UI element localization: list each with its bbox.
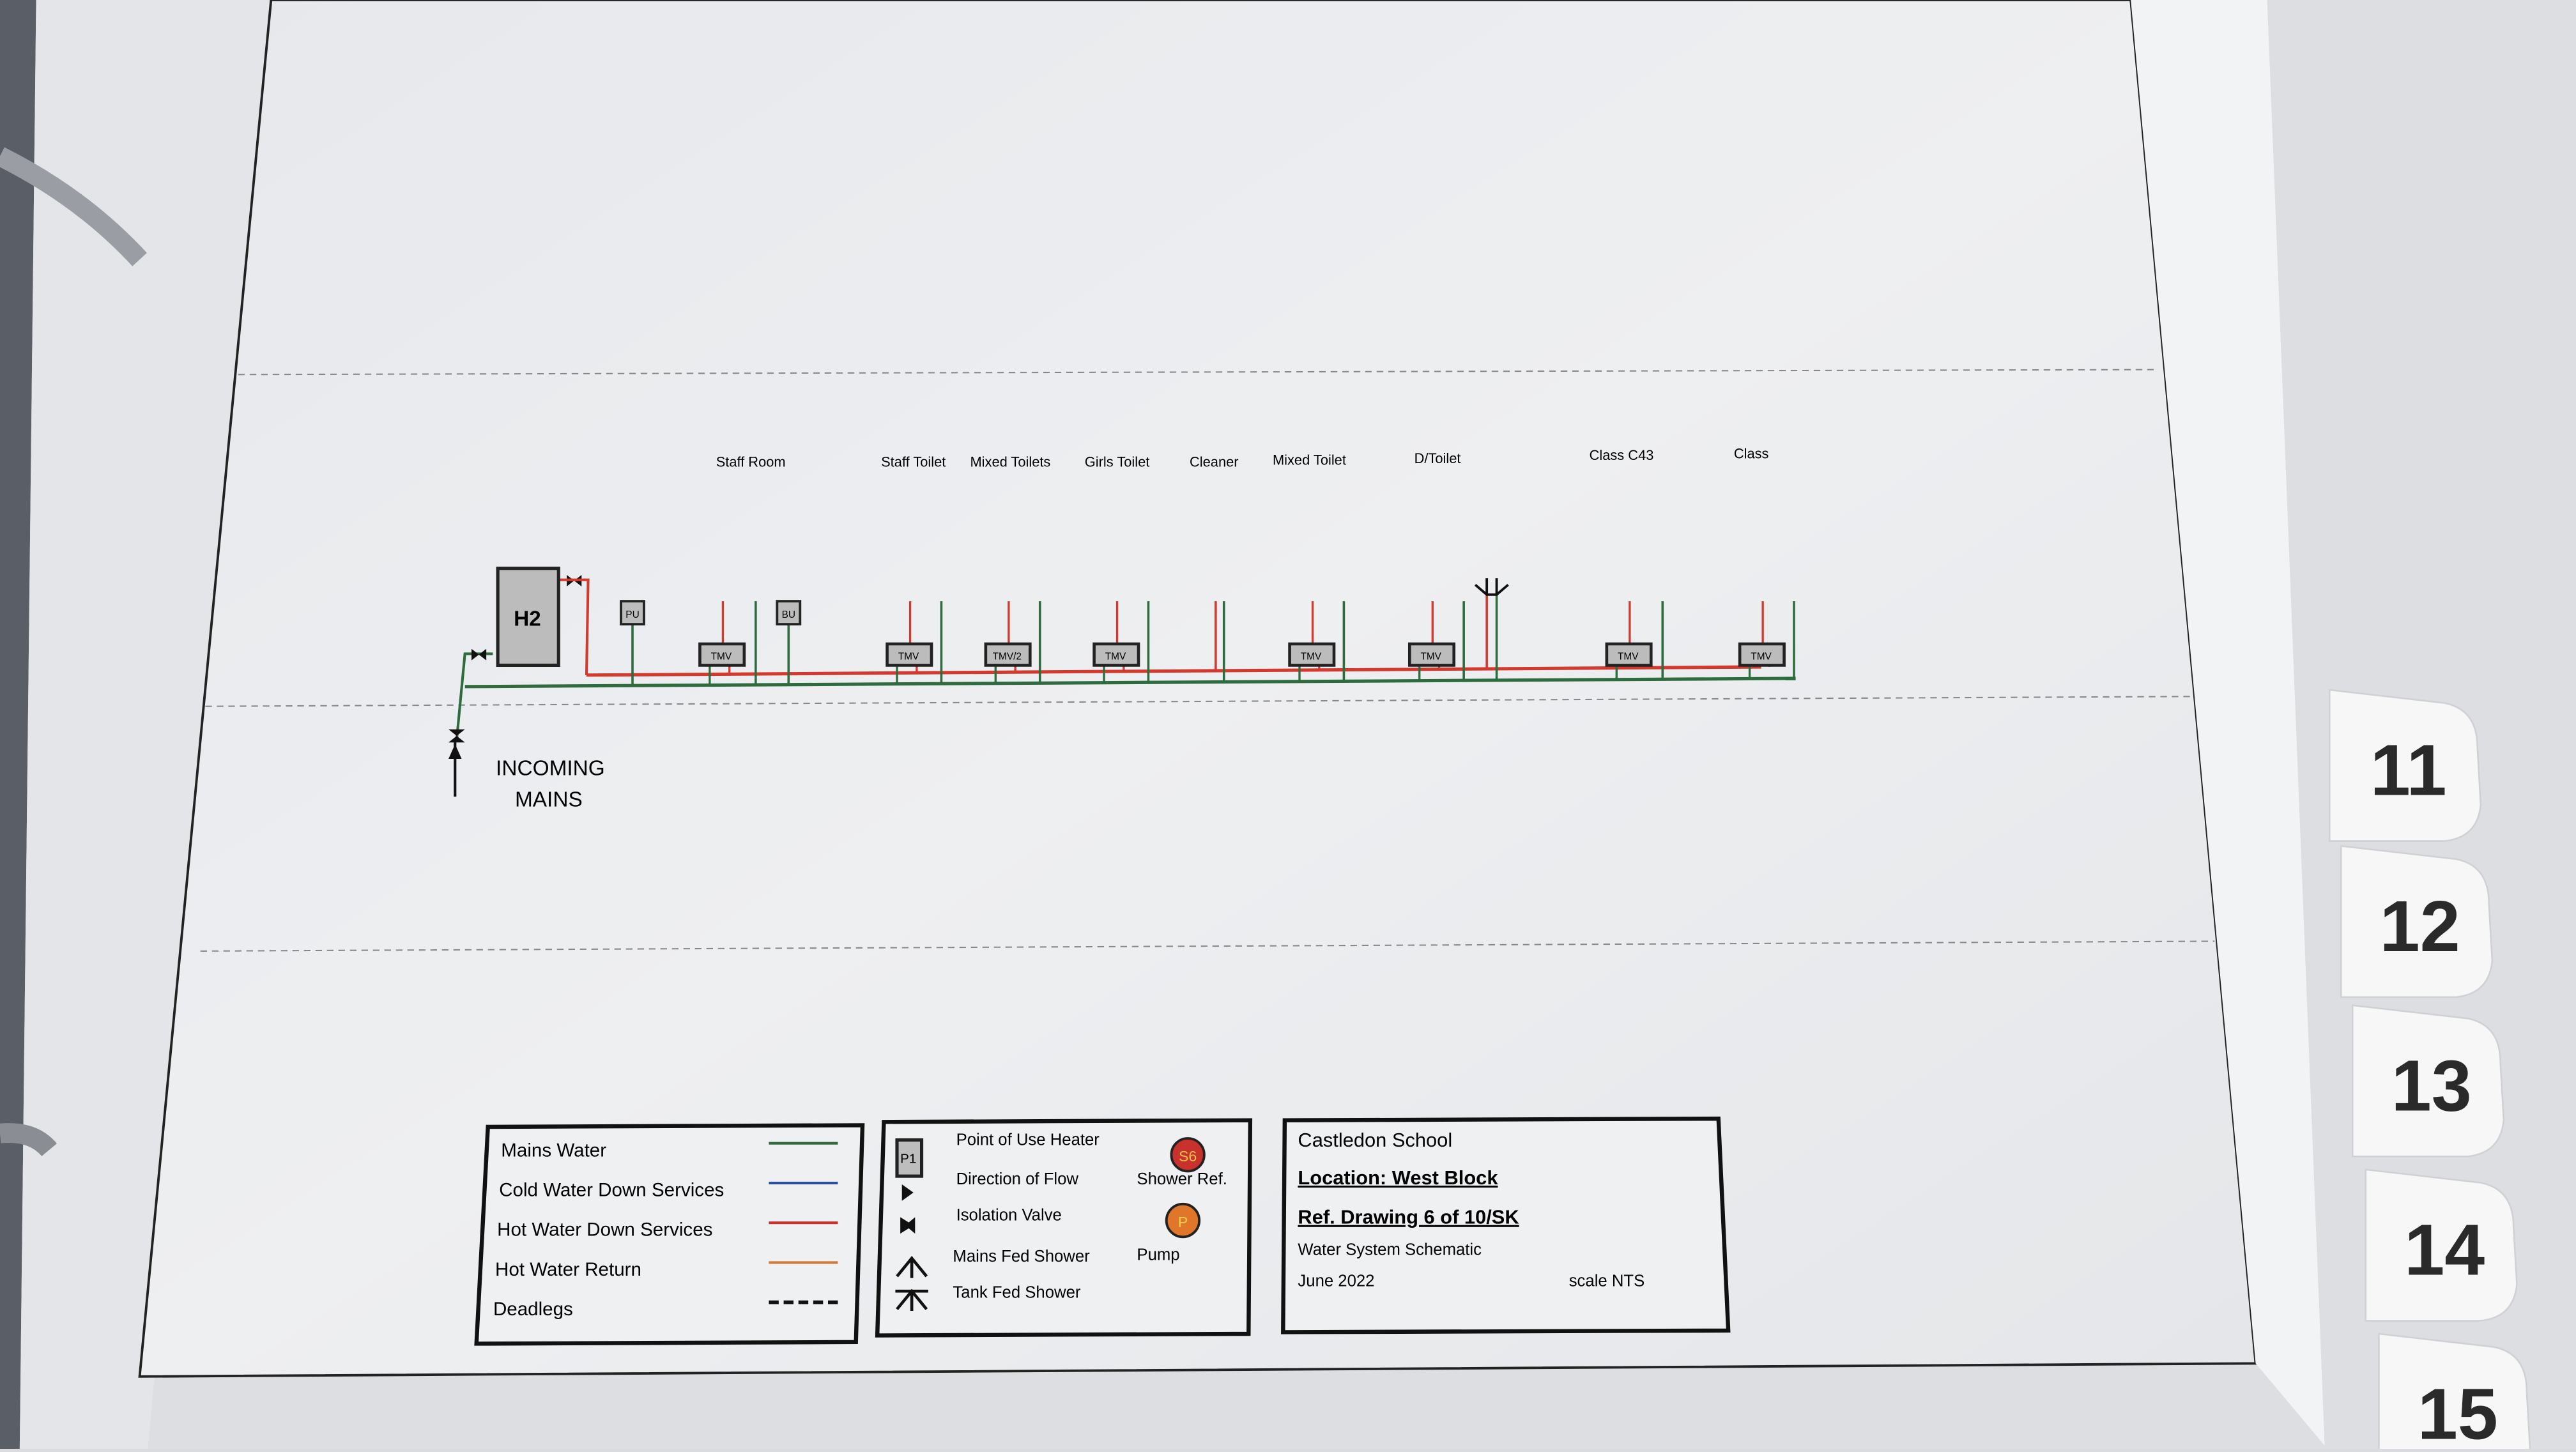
legend-line-label: Deadlegs [493, 1299, 573, 1320]
drawing-scale: scale NTS [1569, 1272, 1645, 1290]
tmv-label: TMV [1751, 651, 1772, 662]
tab-number-14: 14 [2404, 1209, 2485, 1290]
tmv-valve [1605, 642, 1653, 667]
tmv-label: TMV [898, 651, 919, 662]
legend-shower-ref-label: Shower Ref. [1137, 1170, 1227, 1188]
point-of-use-unit [620, 600, 645, 626]
flow-arrow-icon [448, 744, 462, 759]
unit-label: PU [625, 609, 639, 620]
shower-ref-tag: S6 [1179, 1148, 1197, 1165]
room-label: Staff Room [716, 454, 786, 470]
room-label: Class C43 [1590, 447, 1654, 463]
legend-line-label: Cold Water Down Services [499, 1180, 724, 1201]
room-label: Class [1734, 445, 1769, 461]
location-label: Location: West Block [1298, 1166, 1498, 1189]
tmv-label: TMV/2 [993, 651, 1022, 662]
tab-number-13: 13 [2391, 1045, 2472, 1126]
index-tab [2378, 1333, 2531, 1452]
binder-ring-bottom [0, 1123, 57, 1157]
page-edge [2131, 0, 2325, 1446]
mains-fed-shower-icon [1474, 578, 1509, 596]
drawing-date: June 2022 [1298, 1272, 1374, 1290]
poe-heater-icon [895, 1138, 924, 1178]
shower-ref-icon [1170, 1137, 1206, 1173]
tab-number-12: 12 [2380, 886, 2460, 967]
binder-ring-top [0, 147, 147, 266]
index-tab [2329, 689, 2482, 842]
legend-mains-shower-label: Mains Fed Shower [953, 1248, 1090, 1265]
tmv-valve [1407, 642, 1456, 667]
school-name: Castledon School [1298, 1129, 1452, 1151]
pump-tag: P [1178, 1214, 1188, 1230]
tmv-label: TMV [1618, 651, 1639, 662]
tmv-valve [1738, 642, 1786, 667]
legend-symbols: P1 Point of Use Heater Direction of Flow… [875, 1118, 1253, 1338]
divider-line [238, 369, 2158, 376]
room-label: Girls Toilet [1085, 454, 1150, 470]
tab-number-11: 11 [2370, 730, 2447, 811]
index-tab [2365, 1168, 2518, 1322]
drawing-ref: Ref. Drawing 6 of 10/SK [1298, 1206, 1519, 1228]
legend-line-label: Mains Water [501, 1140, 606, 1161]
incoming-mains-label: INCOMING [496, 757, 605, 781]
tmv-label: TMV [1105, 651, 1126, 662]
divider-line [200, 940, 2215, 952]
incoming-mains-label: MAINS [515, 788, 583, 812]
heater-h2 [496, 567, 560, 667]
tmv-valve [1288, 642, 1336, 667]
tmv-label: TMV [1420, 651, 1441, 662]
isolation-valve-icon-half [905, 1217, 916, 1234]
title-block: Castledon School Location: West Block Re… [1281, 1116, 1731, 1334]
legend-pump-label: Pump [1137, 1246, 1179, 1264]
tmv-valve [698, 642, 746, 667]
legend-line-label: Hot Water Return [495, 1259, 641, 1280]
tab-number-15: 15 [2418, 1374, 2498, 1449]
heater-label: H2 [514, 608, 541, 631]
tank-fed-shower-icon [895, 1288, 928, 1311]
hot-water-pipe [586, 665, 1761, 677]
point-of-use-unit [776, 600, 802, 626]
mains-fed-shower-icon [896, 1256, 928, 1278]
poe-heater-tag: P1 [900, 1152, 916, 1166]
page-margin [19, 0, 280, 1449]
index-tabs: 11 12 13 14 15 [2329, 689, 2531, 1452]
isolation-valve-icon [448, 729, 465, 743]
room-label: Staff Toilet [881, 454, 946, 470]
index-tab [2340, 844, 2494, 998]
legend-line-label: Hot Water Down Services [497, 1219, 712, 1241]
tmv-valve [885, 642, 933, 667]
pump-icon [1165, 1202, 1201, 1239]
legend-line-types: Mains Water Cold Water Down Services Hot W… [474, 1123, 865, 1346]
legend-isolation-label: Isolation Valve [956, 1207, 1062, 1225]
room-label: D/Toilet [1414, 450, 1461, 466]
divider-line [205, 696, 2190, 707]
tmv-valve [1092, 642, 1140, 667]
room-label: Mixed Toilet [1273, 452, 1346, 468]
mains-water-pipe [464, 676, 1796, 689]
unit-label: BU [782, 609, 795, 620]
legend-tank-shower-label: Tank Fed Shower [953, 1283, 1080, 1301]
legend-poe-heater-label: Point of Use Heater [956, 1131, 1100, 1149]
tmv-label: TMV [1301, 651, 1322, 662]
room-label: Cleaner [1190, 454, 1239, 470]
water-schematic: H2 INCOMING MAINS PU BU Staff Room TMV Staff To… [448, 445, 1796, 812]
heater-hot-outlet [558, 578, 590, 675]
tmv-label: TMV [711, 651, 732, 662]
room-label: Mixed Toilets [970, 454, 1050, 470]
binder-spine [0, 0, 36, 1449]
index-tab [2352, 1004, 2505, 1158]
direction-of-flow-icon [901, 1184, 914, 1201]
legend-direction-label: Direction of Flow [956, 1170, 1079, 1188]
tmv-valve [984, 642, 1032, 667]
drawing-description: Water System Schematic [1298, 1241, 1482, 1259]
